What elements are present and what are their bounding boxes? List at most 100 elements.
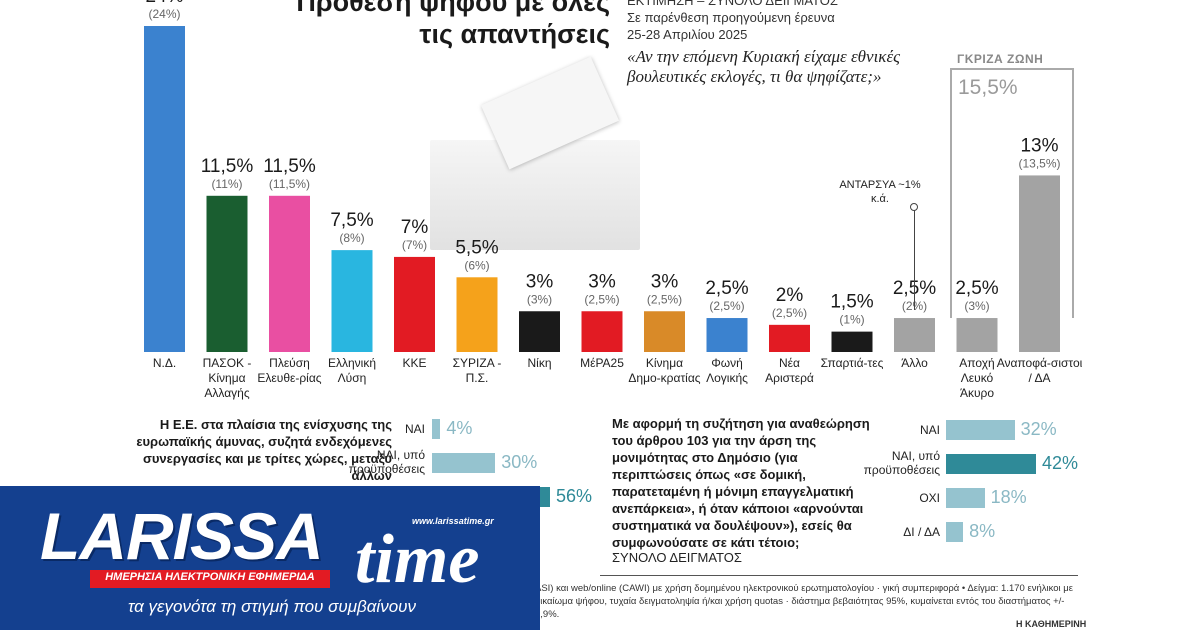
logo-subtitle: ΗΜΕΡΗΣΙΑ ΗΛΕΚΤΡΟΝΙΚΗ ΕΦΗΜΕΡΙΔΑ bbox=[105, 571, 315, 583]
category-label-0: Ν.Δ. bbox=[153, 356, 176, 370]
q2-option-label-0: ΝΑΙ bbox=[919, 423, 940, 437]
category-label-8: Κίνημα Δημο-κρατίας bbox=[628, 356, 700, 385]
value-label-5: 5,5% bbox=[455, 237, 498, 258]
q2-base: ΣΥΝΟΛΟ ΔΕΙΓΜΑΤΟΣ bbox=[612, 550, 742, 565]
category-label-9: Φωνή Λογικής bbox=[706, 356, 748, 385]
category-label-6: Νίκη bbox=[527, 356, 551, 370]
previous-label-11: (1%) bbox=[839, 313, 864, 327]
bar-3 bbox=[331, 250, 373, 352]
previous-label-5: (6%) bbox=[464, 258, 489, 272]
q2-question: Με αφορμή τη συζήτηση για αναθεώρηση του… bbox=[612, 416, 870, 550]
gray-zone-title: ΓΚΡΙΖΑ ΖΩΝΗ bbox=[955, 52, 1079, 66]
chart-title: Πρόθεση ψήφου με όλες τις απαντήσεις bbox=[296, 0, 610, 49]
value-label-8: 3% bbox=[651, 271, 679, 292]
category-label-13: Αποχή Λευκό Άκυρο bbox=[959, 356, 994, 400]
category-label-7: ΜέΡΑ25 bbox=[580, 356, 624, 370]
category-label-3: Ελληνική Λύση bbox=[328, 356, 376, 385]
bar-2 bbox=[269, 195, 310, 352]
logo-tagline: τα γεγονότα τη στιγμή που συμβαίνουν bbox=[127, 597, 417, 616]
antarsya-note: ΑΝΤΑΡΣΥΑ ~1% κ.ά. bbox=[839, 179, 921, 205]
methodology-text: ASI) και web/online (CAWI) με χρήση δομη… bbox=[535, 583, 1073, 620]
q1-option-value-0: 4% bbox=[446, 418, 473, 438]
category-label-2: Πλεύση Ελευθε-ρίας bbox=[257, 356, 321, 385]
q1-option-bar-1 bbox=[432, 453, 496, 473]
value-label-11: 1,5% bbox=[830, 292, 873, 313]
meta-line-2: Σε παρένθεση προηγούμενη έρευνα bbox=[627, 10, 835, 25]
logo-script: time bbox=[355, 521, 480, 598]
q2-option-bar-2 bbox=[946, 488, 985, 508]
category-label-5: ΣΥΡΙΖΑ -Π.Σ. bbox=[453, 356, 502, 385]
bar-9 bbox=[706, 318, 748, 352]
value-label-6: 3% bbox=[526, 271, 554, 292]
category-label-4: ΚΚΕ bbox=[402, 356, 426, 370]
previous-label-1: (11%) bbox=[211, 177, 242, 191]
source-credit: Η ΚΑΘΗΜΕΡΙΝΗ bbox=[1016, 619, 1087, 629]
previous-label-9: (2,5%) bbox=[709, 299, 744, 313]
category-label-14: Αναποφά-σιστοι / ΔΑ bbox=[997, 356, 1083, 385]
category-label-11: Σπαρτιά-τες bbox=[821, 356, 884, 370]
logo-subtitle-band bbox=[90, 570, 330, 588]
bar-7 bbox=[581, 311, 623, 352]
value-label-2: 11,5% bbox=[263, 156, 316, 177]
ballot-box-illustration bbox=[430, 140, 640, 250]
gray-zone-total: 15,5% bbox=[958, 76, 1018, 99]
antarsya-pointer-dot bbox=[910, 203, 918, 211]
q1-question: Η Ε.Ε. στα πλαίσια της ενίσχυσης της ευρ… bbox=[136, 417, 392, 483]
previous-label-4: (7%) bbox=[402, 238, 427, 252]
bar-10 bbox=[769, 324, 810, 352]
bar-1 bbox=[206, 195, 248, 352]
previous-label-8: (2,5%) bbox=[647, 292, 682, 306]
meta-line-1: ΕΚΤΙΜΗΣΗ – ΣΥΝΟΛΟ ΔΕΙΓΜΑΤΟΣ bbox=[627, 0, 838, 8]
q1-option-label-1: ΝΑΙ, υπό προϋποθέσεις bbox=[348, 448, 425, 476]
value-label-10: 2% bbox=[776, 285, 804, 306]
larissatime-logo-panel bbox=[0, 486, 540, 630]
bar-12 bbox=[894, 318, 935, 352]
gray-zone-bracket bbox=[950, 68, 1074, 318]
q1-option-value-2: 56% bbox=[556, 486, 593, 506]
methodology-divider bbox=[600, 575, 1078, 576]
q2-option-label-2: ΟΧΙ bbox=[919, 491, 940, 505]
category-label-10: Νέα Αριστερά bbox=[765, 356, 814, 385]
previous-label-3: (8%) bbox=[339, 231, 364, 245]
value-label-14: 13% bbox=[1020, 135, 1058, 156]
value-label-4: 7% bbox=[401, 217, 429, 238]
vote-intention-chart: 24%(24%)Ν.Δ.11,5%(11%)ΠΑΣΟΚ -ΚίνημαΑλλαγ… bbox=[144, 0, 1083, 400]
q2-option-bar-0 bbox=[946, 420, 1015, 440]
antarsya-pointer-line bbox=[914, 206, 915, 310]
value-label-0: 24% bbox=[145, 0, 183, 7]
q2-option-value-1: 42% bbox=[1042, 453, 1079, 473]
value-label-1: 11,5% bbox=[201, 156, 254, 177]
q2-option-value-0: 32% bbox=[1020, 419, 1057, 439]
previous-label-2: (11,5%) bbox=[269, 177, 310, 191]
q2-option-bar-1 bbox=[946, 454, 1036, 474]
previous-label-13: (3%) bbox=[964, 299, 989, 313]
q2-option-label-1: ΝΑΙ, υπό προϋποθέσεις bbox=[863, 449, 940, 477]
value-label-7: 3% bbox=[588, 271, 616, 292]
survey-meta: ΕΚΤΙΜΗΣΗ – ΣΥΝΟΛΟ ΔΕΙΓΜΑΤΟΣ Σε παρένθεση… bbox=[627, 0, 927, 43]
q2-option-value-2: 18% bbox=[990, 487, 1027, 507]
category-label-12: Άλλο bbox=[901, 356, 928, 370]
value-label-9: 2,5% bbox=[705, 278, 748, 299]
bar-8 bbox=[644, 311, 685, 352]
q1-option-label-0: ΝΑΙ bbox=[404, 422, 425, 436]
question-quote: «Αν την επόμενη Κυριακή είχαμε εθνικές β… bbox=[627, 47, 901, 86]
category-label-1: ΠΑΣΟΚ -Κίνημα Αλλαγής bbox=[203, 356, 252, 400]
bar-14 bbox=[1019, 175, 1060, 352]
value-label-3: 7,5% bbox=[330, 210, 373, 231]
previous-label-7: (2,5%) bbox=[584, 292, 619, 306]
q2-option-bar-3 bbox=[946, 522, 964, 542]
bar-5 bbox=[456, 277, 498, 352]
value-label-13: 2,5% bbox=[955, 278, 998, 299]
previous-label-10: (2,5%) bbox=[772, 306, 807, 320]
q2-option-label-3: ΔΙ / ΔΑ bbox=[903, 525, 940, 539]
previous-label-0: (24%) bbox=[148, 7, 180, 21]
bar-11 bbox=[831, 331, 873, 352]
bar-4 bbox=[394, 256, 435, 352]
previous-label-6: (3%) bbox=[527, 292, 552, 306]
meta-line-3: 25-28 Απριλίου 2025 bbox=[627, 27, 748, 42]
q1-option-bar-0 bbox=[432, 419, 441, 439]
previous-label-14: (13,5%) bbox=[1018, 156, 1060, 170]
logo-wordmark: LARISSA bbox=[40, 499, 324, 573]
bar-6 bbox=[519, 311, 560, 352]
logo-url: www.larissatime.gr bbox=[412, 516, 494, 526]
